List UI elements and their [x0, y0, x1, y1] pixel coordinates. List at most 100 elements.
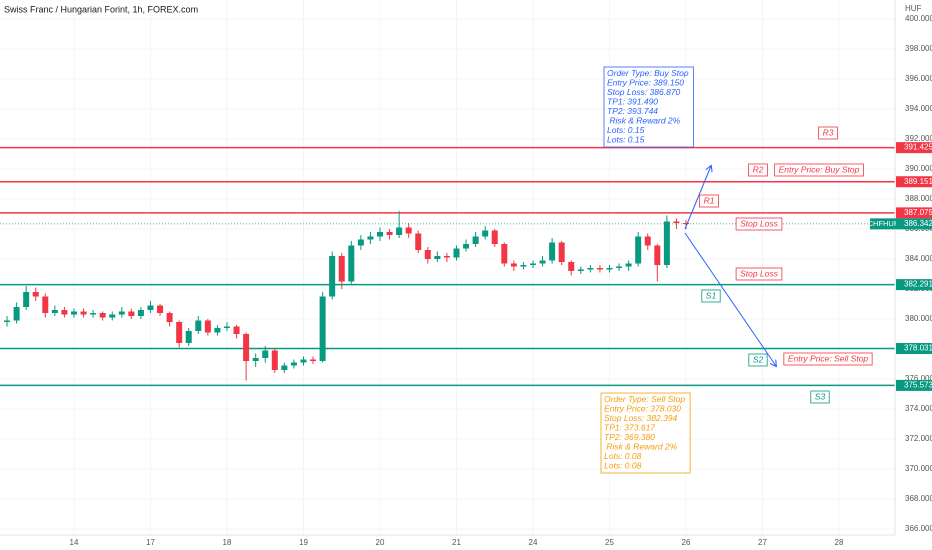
annotation-box	[810, 390, 830, 404]
info-line: Lots: 0.15	[607, 125, 645, 135]
x-tick-label: 20	[376, 538, 385, 547]
candle-body	[42, 296, 49, 314]
candle-body	[99, 313, 106, 318]
candle-body	[109, 314, 116, 318]
candle-body	[310, 359, 317, 362]
candle-body	[348, 245, 355, 282]
info-line: Entry Price: 389.150	[607, 77, 684, 87]
candle-body	[596, 268, 603, 270]
candle-body	[520, 265, 527, 267]
info-line: TP2: 393.744	[607, 106, 658, 116]
candle-body	[673, 221, 680, 224]
symbol-tag-label: CHFHUF	[868, 219, 899, 228]
annotation-label: S2	[753, 354, 764, 364]
candle-body	[157, 305, 164, 314]
y-tick-label: 390.000	[905, 164, 932, 173]
annotations: R3 R2 Entry Price: Buy Stop R1 Stop Loss Stop…	[600, 66, 873, 474]
candle-body	[137, 310, 144, 317]
candles	[4, 211, 689, 381]
x-tick-label: 18	[223, 538, 232, 547]
x-tick-label: 21	[452, 538, 461, 547]
candle-body	[472, 236, 479, 245]
annotation-label: Entry Price: Buy Stop	[779, 164, 860, 174]
candle-body	[443, 256, 450, 258]
price-tag	[896, 207, 932, 219]
price-tag-label: 382.291	[904, 280, 932, 289]
annotation-label: Entry Price: Sell Stop	[788, 353, 869, 363]
info-box	[600, 392, 691, 474]
candle-body	[23, 292, 30, 308]
candle-body	[367, 236, 374, 240]
y-tick-label: 366.000	[905, 524, 932, 533]
y-tick-label: 370.000	[905, 464, 932, 473]
info-line: TP1: 391.490	[607, 96, 658, 106]
candle-body	[61, 310, 68, 315]
info-line: Stop Loss: 382.394	[604, 413, 678, 423]
x-tick-label: 28	[835, 538, 844, 547]
price-tag-label: 389.151	[904, 177, 932, 186]
price-tag-label: 387.075	[904, 208, 932, 217]
candle-body	[510, 263, 517, 267]
annotation-box	[818, 126, 838, 140]
candle-body	[357, 239, 364, 246]
info-line: Risk & Reward 2%	[604, 441, 678, 451]
candle-body	[80, 311, 87, 315]
annotation-label: R1	[704, 195, 715, 205]
candle-body	[13, 307, 20, 321]
y-tick-label: 392.000	[905, 134, 932, 143]
candle-body	[491, 230, 498, 245]
candle-body	[539, 260, 546, 264]
price-tag	[896, 142, 932, 154]
y-tick-label: 376.000	[905, 374, 932, 383]
price-tag	[896, 343, 932, 355]
candle-body	[386, 232, 393, 236]
candle-body	[338, 256, 345, 282]
y-tick-label: 398.000	[905, 44, 932, 53]
candle-body	[453, 248, 460, 258]
candle-body	[501, 244, 508, 264]
candle-body	[32, 292, 39, 297]
candle-body	[577, 269, 584, 272]
candle-body	[185, 331, 192, 344]
currency-label: HUF	[905, 4, 922, 13]
candle-body	[329, 256, 336, 297]
chart-title: Swiss Franc / Hungarian Forint, 1h, FORE…	[4, 4, 198, 14]
info-line: Entry Price: 378.030	[604, 403, 681, 413]
y-tick-label: 394.000	[905, 104, 932, 113]
candle-body	[616, 266, 623, 269]
candle-body	[654, 245, 661, 266]
price-levels	[0, 146, 895, 387]
price-tag-label: 391.425	[904, 143, 932, 152]
info-line: Lots: 0.08	[604, 451, 642, 461]
candle-body	[558, 242, 565, 263]
annotation-box	[774, 163, 864, 177]
candle-body	[405, 227, 412, 234]
y-tick-label: 388.000	[905, 194, 932, 203]
candle-body	[262, 350, 269, 359]
annotation-label: R3	[823, 127, 834, 137]
candle-body	[529, 263, 536, 266]
candle-body	[682, 223, 689, 225]
candle-body	[549, 242, 556, 261]
x-tick-label: 25	[605, 538, 614, 547]
candle-body	[214, 328, 221, 333]
candle-body	[70, 311, 77, 315]
candle-body	[482, 230, 489, 237]
candle-body	[223, 326, 230, 329]
annotation-box	[735, 267, 783, 281]
annotation-label: R2	[753, 164, 764, 174]
annotation-box	[701, 289, 721, 303]
candle-body	[663, 221, 670, 266]
candle-body	[300, 359, 307, 363]
candle-body	[568, 262, 575, 272]
y-tick-label: 396.000	[905, 74, 932, 83]
candle-body	[195, 320, 202, 332]
x-tick-label: 24	[529, 538, 538, 547]
candle-body	[51, 310, 58, 314]
candle-body	[176, 322, 183, 344]
y-tick-label: 368.000	[905, 494, 932, 503]
candle-body	[415, 233, 422, 251]
buy-arrow	[684, 166, 711, 230]
